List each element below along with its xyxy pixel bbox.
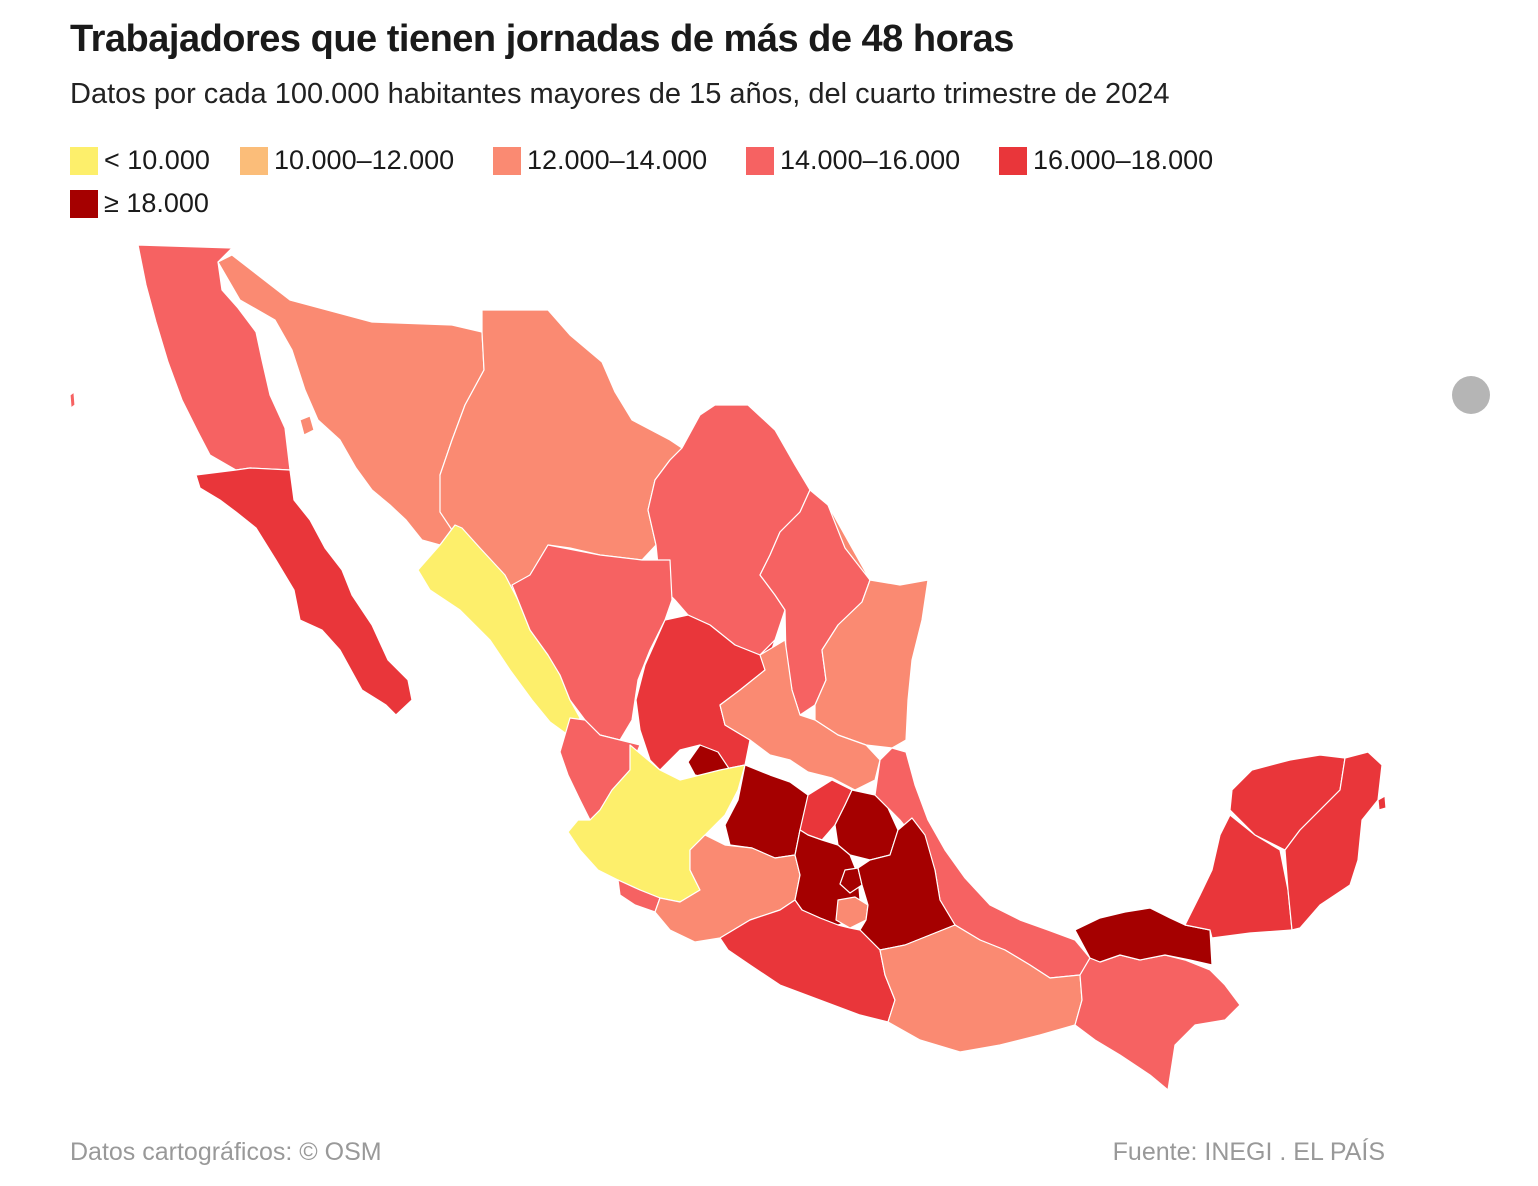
legend-swatch bbox=[70, 146, 98, 175]
legend-label: ≥ 18.000 bbox=[104, 188, 209, 218]
island-cozumel bbox=[1377, 795, 1387, 811]
scroll-indicator[interactable] bbox=[1452, 376, 1490, 414]
legend-item-16-18: 16.000–18.000 bbox=[999, 145, 1213, 176]
state-baja-california bbox=[137, 244, 291, 471]
legend-swatch bbox=[746, 146, 774, 175]
legend-label: 12.000–14.000 bbox=[527, 145, 708, 175]
state-baja-california-sur bbox=[195, 467, 413, 716]
mexico-choropleth-map bbox=[69, 244, 1387, 1091]
legend-item-gte18: ≥ 18.000 bbox=[70, 188, 209, 219]
legend-swatch bbox=[999, 146, 1027, 175]
island-isla-guadalupe bbox=[69, 391, 76, 409]
footer-source: Fuente: INEGI . EL PAÍS bbox=[1112, 1138, 1385, 1166]
map-title: Trabajadores que tienen jornadas de más … bbox=[70, 18, 1014, 60]
state-morelos bbox=[835, 896, 869, 929]
legend-label: 14.000–16.000 bbox=[780, 145, 961, 175]
legend-label: 10.000–12.000 bbox=[274, 145, 455, 175]
map-subtitle: Datos por cada 100.000 habitantes mayore… bbox=[70, 78, 1170, 110]
island-tiburon bbox=[299, 415, 315, 436]
legend-item-12-14: 12.000–14.000 bbox=[493, 145, 707, 176]
footer-credit: Datos cartográficos: © OSM bbox=[70, 1138, 382, 1166]
state-chiapas bbox=[1074, 954, 1241, 1091]
legend-label: 16.000–18.000 bbox=[1033, 145, 1214, 175]
state-san-luis-potosi bbox=[719, 639, 881, 791]
state-cdmx bbox=[839, 867, 863, 894]
state-campeche bbox=[1184, 814, 1293, 939]
legend-label: < 10.000 bbox=[104, 145, 210, 175]
state-quintana-roo bbox=[1284, 751, 1383, 931]
legend-item-lt10: < 10.000 bbox=[70, 145, 210, 176]
legend-item-10-12: 10.000–12.000 bbox=[240, 145, 454, 176]
legend-swatch bbox=[493, 146, 521, 175]
legend-swatch bbox=[70, 189, 98, 218]
legend-swatch bbox=[240, 146, 268, 175]
legend-item-14-16: 14.000–16.000 bbox=[746, 145, 960, 176]
state-tabasco bbox=[1074, 907, 1213, 966]
state-tamaulipas bbox=[814, 504, 929, 749]
